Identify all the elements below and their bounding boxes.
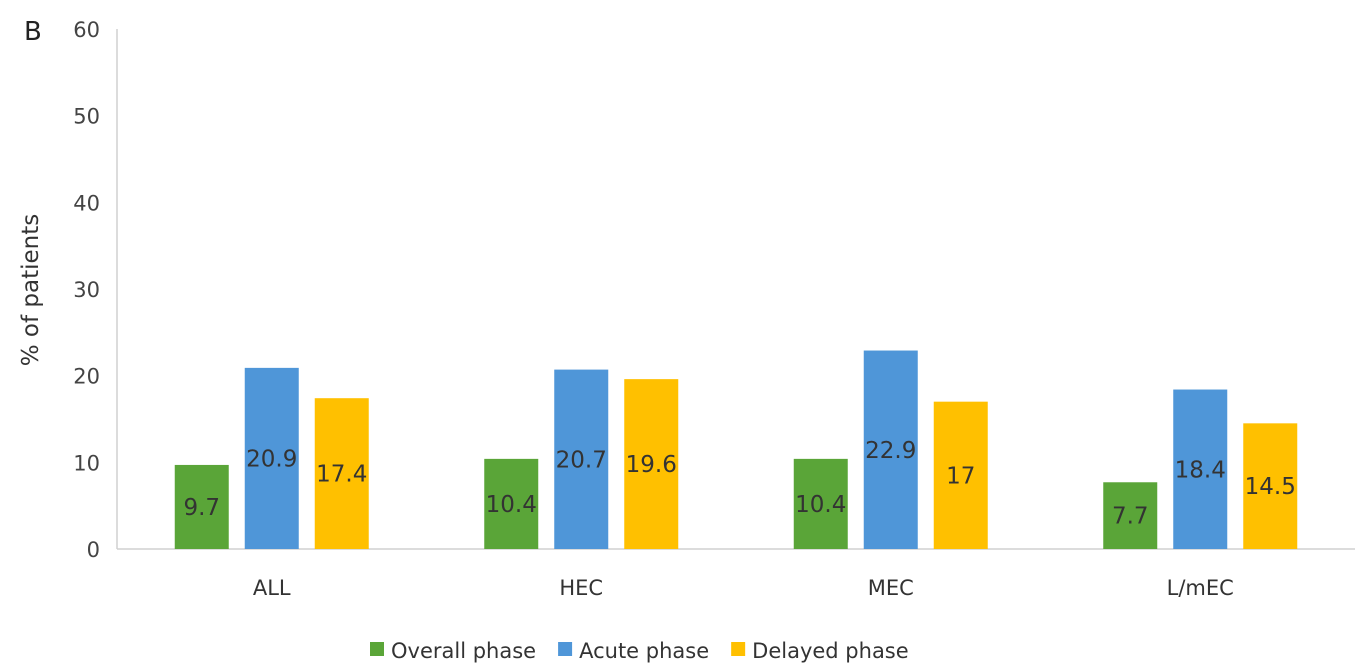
bar bbox=[624, 379, 679, 549]
legend-swatch bbox=[731, 642, 746, 656]
panel-label: B bbox=[24, 17, 42, 47]
bar bbox=[174, 464, 229, 549]
legend-label: Delayed phase bbox=[752, 639, 909, 663]
data-label: 17 bbox=[946, 463, 975, 489]
x-tick-label: MEC bbox=[868, 576, 914, 600]
x-tick-label: HEC bbox=[559, 576, 603, 600]
legend: Overall phase Acute phase Delayed phase bbox=[370, 639, 909, 663]
data-label: 20.7 bbox=[556, 447, 607, 473]
x-axis: ALL HEC MEC L/mEC bbox=[117, 548, 1355, 600]
y-tick-label: 0 bbox=[87, 538, 100, 562]
data-label: 10.4 bbox=[486, 492, 537, 518]
legend-label: Acute phase bbox=[579, 639, 709, 663]
y-tick-label: 20 bbox=[73, 365, 100, 389]
data-label: 18.4 bbox=[1175, 457, 1226, 483]
bar bbox=[1243, 423, 1298, 549]
data-label: 14.5 bbox=[1245, 474, 1296, 500]
data-label: 9.7 bbox=[183, 495, 220, 521]
bar bbox=[933, 401, 988, 549]
data-label: 22.9 bbox=[865, 438, 916, 464]
legend-swatch bbox=[370, 642, 384, 656]
bar bbox=[314, 398, 369, 549]
bar bbox=[484, 458, 539, 549]
data-label: 19.6 bbox=[626, 452, 677, 478]
x-tick-label: L/mEC bbox=[1167, 576, 1234, 600]
data-label: 7.7 bbox=[1112, 504, 1149, 530]
y-axis-title: % of patients bbox=[18, 214, 44, 366]
y-axis: 0 10 20 30 40 50 60 bbox=[73, 18, 118, 562]
y-tick-label: 60 bbox=[73, 18, 100, 42]
bar bbox=[244, 367, 299, 549]
x-tick-label: ALL bbox=[253, 576, 291, 600]
legend-label: Overall phase bbox=[391, 639, 536, 663]
data-label: 20.9 bbox=[246, 446, 297, 472]
y-tick-label: 40 bbox=[73, 191, 100, 215]
bar bbox=[1103, 482, 1158, 549]
legend-swatch bbox=[558, 642, 573, 656]
bar bbox=[554, 369, 609, 549]
bar bbox=[1173, 389, 1228, 549]
data-label: 10.4 bbox=[795, 492, 846, 518]
bar bbox=[793, 458, 848, 549]
y-tick-label: 10 bbox=[73, 451, 100, 475]
bar bbox=[863, 350, 918, 549]
y-tick-label: 30 bbox=[73, 278, 100, 302]
bars: 9.7 20.9 17.4 10.4 20.7 19.6 10.4 22.9 17 7.7 18.4… bbox=[174, 350, 1298, 549]
data-label: 17.4 bbox=[316, 462, 367, 488]
y-tick-label: 50 bbox=[73, 105, 100, 129]
